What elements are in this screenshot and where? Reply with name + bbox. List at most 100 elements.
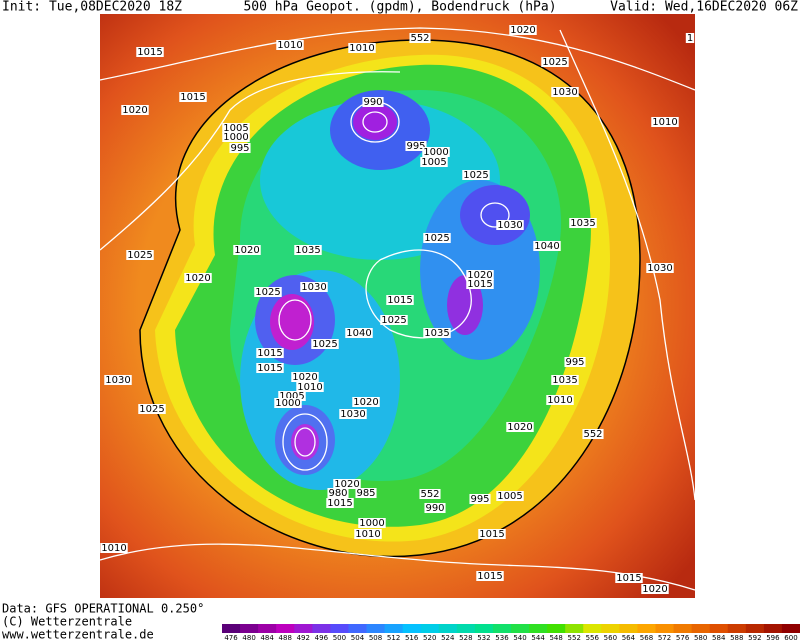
isobar-label-bg	[136, 47, 164, 57]
colorbar-tick-label: 568	[640, 634, 653, 642]
isobar-label: 1015	[180, 92, 205, 103]
isobar-label: 1015	[616, 573, 641, 584]
map-title: 500 hPa Geopot. (gpdm), Bodendruck (hPa)	[243, 0, 556, 15]
isobar-label-bg	[300, 282, 328, 292]
colorbar-tick-label: 580	[694, 634, 707, 642]
isobar-label: 1010	[101, 543, 126, 554]
isobar-label: 1010	[349, 43, 374, 54]
colorbar-swatch	[511, 624, 530, 633]
isobar-label-bg	[476, 571, 504, 581]
isobar-label: 1030	[105, 375, 130, 386]
isobar-label: 1025	[463, 170, 488, 181]
colorbar-swatch	[601, 624, 620, 633]
isobar-label-bg	[256, 363, 284, 373]
isobar-label: 1025	[139, 404, 164, 415]
isobar-label-bg	[274, 398, 302, 408]
isobar-label: 1025	[542, 57, 567, 68]
colorbar-swatch	[673, 624, 693, 633]
colorbar-tick-label: 484	[260, 634, 274, 642]
isobar-label: 1000	[223, 132, 248, 143]
valid-time: Valid: Wed,16DEC2020 06Z	[610, 0, 798, 15]
isobar-label-bg	[420, 157, 448, 167]
isobar-label: 1025	[127, 250, 152, 261]
isobar-label: 1035	[570, 218, 595, 229]
isobar-label-bg	[651, 117, 679, 127]
isobar-label-bg	[256, 348, 284, 358]
isobar-label: 1000	[275, 398, 300, 409]
colorbar-swatch	[456, 624, 476, 633]
isobar-label: 1015	[477, 571, 502, 582]
isobar-label: 1040	[534, 241, 559, 252]
isobar-label: 995	[565, 357, 584, 368]
isobar-label-bg	[551, 87, 579, 97]
isobar-label-bg	[326, 498, 354, 508]
isobar-label: 1005	[421, 157, 446, 168]
isobar-label: 1025	[312, 339, 337, 350]
isobar-label-bg	[615, 573, 643, 583]
isobar-label-bg	[333, 479, 361, 489]
colorbar-tick-label: 548	[549, 634, 562, 642]
isobar-label: 990	[425, 503, 444, 514]
isobar-label-bg	[496, 220, 524, 230]
isobar-label-bg	[254, 287, 282, 297]
isobar-label: 1020	[507, 422, 532, 433]
isobar-label: 1020	[234, 245, 259, 256]
colorbar-swatch	[366, 624, 386, 633]
colorbar-swatch	[222, 624, 241, 633]
isobar-label-bg	[126, 250, 154, 260]
isobar-label-bg	[354, 529, 382, 539]
isobar-label: 1010	[652, 117, 677, 128]
isobar-label-bg	[222, 132, 250, 142]
colorbar-swatch	[583, 624, 602, 633]
isobar-label: 1005	[223, 123, 248, 134]
isobar-label: 1	[687, 33, 693, 44]
colorbar-tick-label: 480	[242, 634, 255, 642]
isobar-label-bg	[296, 382, 324, 392]
copyright: (C) Wetterzentrale	[2, 615, 132, 629]
isobar-label-bg	[469, 494, 491, 504]
colorbar-swatch	[745, 624, 765, 633]
isobar-label: 1010	[297, 382, 322, 393]
colorbar-tick-label: 576	[676, 634, 690, 642]
isobar-label: 552	[410, 33, 429, 44]
isobar-label: 995	[230, 143, 249, 154]
colorbar-tick-label: 524	[441, 634, 455, 642]
colorbar-swatch	[330, 624, 349, 633]
isobar-label-bg	[278, 391, 306, 401]
isobar-label: 1015	[467, 279, 492, 290]
isobar-label: 1000	[423, 147, 448, 158]
isobar-label-bg	[339, 409, 367, 419]
colorbar-swatch	[492, 624, 512, 633]
isobar-label-bg	[311, 339, 339, 349]
isobar-label: 1030	[340, 409, 365, 420]
isobar-label-bg	[506, 422, 534, 432]
colorbar-tick-label: 592	[748, 634, 761, 642]
colorbar-tick-label: 496	[315, 634, 329, 642]
colorbar-tick-label: 584	[712, 634, 726, 642]
isobar-label: 1035	[552, 375, 577, 386]
isobar-label-bg	[121, 105, 149, 115]
isobar-label: 1020	[122, 105, 147, 116]
isobar-label: 1010	[355, 529, 380, 540]
isobar-label: 995	[470, 494, 489, 505]
isobar-label: 1005	[279, 391, 304, 402]
colorbar-tick-label: 596	[766, 634, 780, 642]
isobar-label-bg	[409, 33, 431, 43]
init-time: Init: Tue,08DEC2020 18Z	[2, 0, 182, 15]
isobar-label: 1035	[295, 245, 320, 256]
isobar-label-bg	[276, 40, 304, 50]
isobar-label: 1025	[424, 233, 449, 244]
isobar-label: 552	[420, 489, 439, 500]
isobar-label-bg	[533, 241, 561, 251]
colorbar-swatch	[637, 624, 656, 633]
isobar-label: 1020	[292, 372, 317, 383]
isobar-label-bg	[423, 328, 451, 338]
isobar-label-bg	[685, 33, 695, 43]
isobar-label-bg	[138, 404, 166, 414]
isobar-label-bg	[423, 233, 451, 243]
isobar-label-bg	[184, 273, 212, 283]
isobar-label-bg	[564, 357, 586, 367]
isobar-label: 1015	[257, 348, 282, 359]
isobar-label-bg	[380, 315, 408, 325]
